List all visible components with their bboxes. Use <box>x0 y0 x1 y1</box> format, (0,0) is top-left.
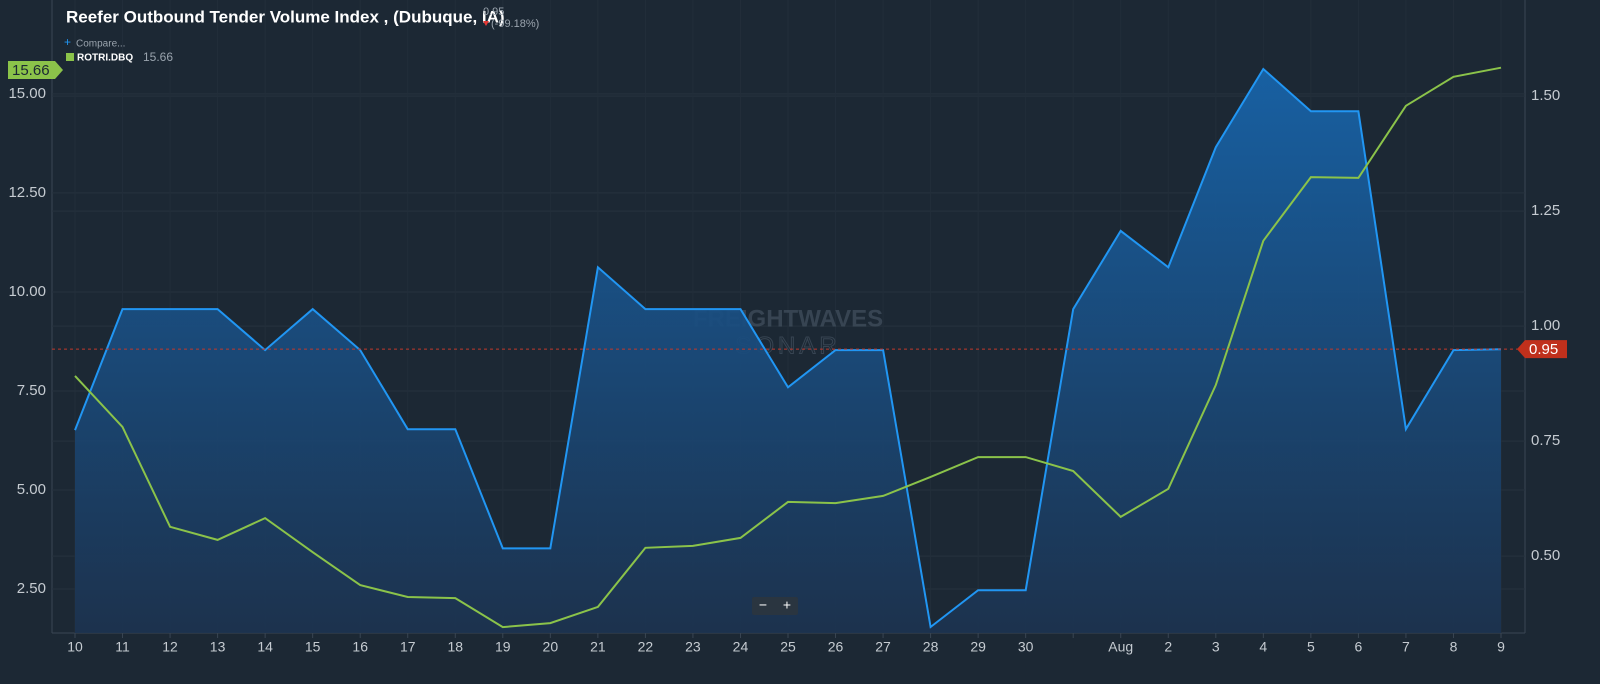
y-tick-label: 2.50 <box>17 580 46 597</box>
x-tick-label: 30 <box>1018 639 1034 655</box>
zoom-out[interactable]: − <box>759 597 767 613</box>
y2-tick-label: 1.25 <box>1531 202 1560 219</box>
x-tick-label: 8 <box>1450 639 1458 655</box>
compare-link[interactable]: Compare... <box>76 39 125 50</box>
y2-tick-label: 1.00 <box>1531 317 1560 334</box>
x-tick-label: 29 <box>970 639 986 655</box>
line <box>74 66 1502 629</box>
price-tag <box>1517 340 1567 359</box>
area <box>75 69 1501 633</box>
x-tick-label: 23 <box>685 639 701 655</box>
y-tick-label: 5.00 <box>17 481 46 498</box>
x-tick-label: 12 <box>162 639 178 655</box>
zoom-in[interactable]: + <box>783 597 791 613</box>
x-tick-label: 4 <box>1259 639 1267 655</box>
x-tick-label: 11 <box>115 639 130 655</box>
price-tag <box>8 61 63 79</box>
x-tick-label: 24 <box>733 639 749 655</box>
x-tick-label: Aug <box>1108 639 1133 655</box>
zoom-bar <box>752 597 798 615</box>
legend-swatch <box>66 53 74 61</box>
change-arrow <box>483 21 489 26</box>
x-tick-label: 5 <box>1307 639 1315 655</box>
legend-value: 15.66 <box>143 50 173 64</box>
x-tick-label: 10 <box>67 639 83 655</box>
x-tick-label: 19 <box>495 639 511 655</box>
x-tick-label: 28 <box>923 639 939 655</box>
x-tick-label: 18 <box>447 639 463 655</box>
x-tick-label: 22 <box>638 639 654 655</box>
price-tag-label: 0.95 <box>1529 341 1558 358</box>
y-tick-label: 7.50 <box>17 382 46 399</box>
x-tick-label: 9 <box>1497 639 1505 655</box>
line <box>74 67 1502 629</box>
y-tick-label: 10.00 <box>8 283 46 300</box>
x-tick-label: 27 <box>875 639 891 655</box>
x-tick-label: 2 <box>1164 639 1172 655</box>
y2-tick-label: 0.50 <box>1531 547 1560 564</box>
compare-icon: + <box>64 35 71 49</box>
x-tick-label: 16 <box>352 639 368 655</box>
x-tick-label: 15 <box>305 639 321 655</box>
x-tick-label: 13 <box>210 639 226 655</box>
header-value: 0.95 <box>483 6 504 18</box>
y-tick-label: 12.50 <box>8 184 46 201</box>
x-tick-label: 26 <box>828 639 844 655</box>
x-tick-label: 7 <box>1402 639 1410 655</box>
price-tag-label: 15.66 <box>12 62 50 79</box>
x-tick-label: 6 <box>1355 639 1363 655</box>
x-tick-label: 20 <box>543 639 559 655</box>
x-tick-label: 17 <box>400 639 416 655</box>
change-label: (-99.18%) <box>491 18 539 30</box>
y-tick-label: 15.00 <box>8 85 46 102</box>
x-tick-label: 25 <box>780 639 796 655</box>
x-tick-label: 14 <box>257 639 273 655</box>
legend-label: ROTRI.DBQ <box>77 53 133 64</box>
chart-title: Reefer Outbound Tender Volume Index , (D… <box>66 7 505 26</box>
y2-tick-label: 1.50 <box>1531 87 1560 104</box>
y2-tick-label: 0.75 <box>1531 432 1560 449</box>
x-tick-label: 21 <box>590 639 606 655</box>
x-tick-label: 3 <box>1212 639 1220 655</box>
